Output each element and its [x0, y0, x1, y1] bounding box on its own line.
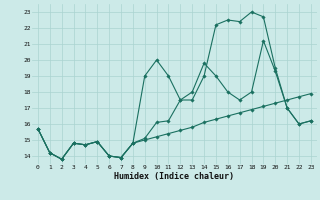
X-axis label: Humidex (Indice chaleur): Humidex (Indice chaleur): [115, 172, 234, 181]
